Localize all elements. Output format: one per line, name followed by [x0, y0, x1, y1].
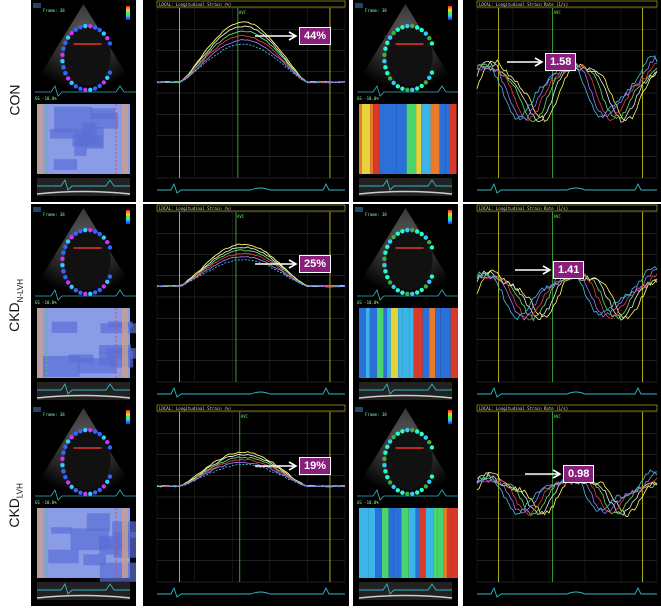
right-arrow-icon	[255, 31, 298, 41]
avc-label: AVC	[236, 214, 245, 219]
strain-curve-graphic	[156, 0, 346, 194]
avc-label: AVC	[238, 10, 247, 15]
strain-rate-value-badge: 0.98	[563, 465, 595, 483]
avc-label: AVC	[553, 414, 561, 419]
strain-rate-curve-row-2: LOCAL: Longitudinal Strain Rate (1/s) AVC…	[463, 404, 661, 606]
gs-label: GS -10.0%	[357, 300, 379, 305]
strain-value-badge: 44%	[299, 27, 332, 45]
gs-label: GS -10.0%	[35, 300, 57, 305]
frame-label: Frame: 38	[365, 212, 387, 217]
echo-graphic	[33, 407, 136, 600]
frame-label: Frame: 38	[365, 8, 387, 13]
strain-curve-graphic	[156, 404, 346, 598]
strain-curve-row-2: LOCAL: Longitudinal Strain (%) AVC 19%	[143, 404, 349, 606]
echo-rate-row-0: Frame: 38 GS -10.0%	[353, 0, 458, 202]
row-label-ckd-nlvh: CKDN-LVH	[5, 278, 25, 332]
echo-strain-row-0: Frame: 38 GS -10.0%	[31, 0, 136, 202]
strain-curve-row-0: LOCAL: Longitudinal Strain (%) AVC 44%	[143, 0, 349, 202]
strain-rate-curve-graphic	[476, 0, 658, 194]
panel-header: LOCAL: Longitudinal Strain (%)	[159, 406, 232, 411]
right-arrow-icon	[515, 265, 552, 275]
right-arrow-icon	[507, 57, 544, 67]
echo-graphic	[355, 3, 458, 196]
strain-value-badge: 19%	[299, 457, 332, 475]
echo-graphic	[355, 207, 458, 400]
echo-graphic	[33, 3, 136, 196]
row-label-con: CON	[7, 84, 23, 116]
echo-rate-row-1: Frame: 38 GS -10.0%	[353, 204, 458, 406]
avc-label: AVC	[553, 10, 561, 15]
gs-label: GS -10.0%	[35, 500, 57, 505]
echo-strain-row-1: Frame: 38 GS -10.0%	[31, 204, 136, 406]
panel-header: LOCAL: Longitudinal Strain Rate (1/s)	[479, 406, 569, 411]
right-arrow-icon	[255, 461, 298, 471]
panel-header: LOCAL: Longitudinal Strain (%)	[159, 2, 232, 7]
strain-rate-curve-graphic	[476, 204, 658, 398]
strain-rate-curve-graphic	[476, 404, 658, 598]
strain-curve-graphic	[156, 204, 346, 398]
frame-label: Frame: 38	[43, 8, 65, 13]
echo-graphic	[33, 207, 136, 400]
strain-rate-curve-row-0: LOCAL: Longitudinal Strain Rate (1/s) AVC…	[463, 0, 661, 202]
echo-graphic	[355, 407, 458, 600]
avc-label: AVC	[553, 214, 561, 219]
frame-label: Frame: 38	[43, 212, 65, 217]
frame-label: Frame: 38	[43, 412, 65, 417]
gs-label: GS -10.0%	[357, 96, 379, 101]
panel-header: LOCAL: Longitudinal Strain Rate (1/s)	[479, 2, 569, 7]
avc-label: AVC	[240, 414, 248, 419]
echo-rate-row-2: Frame: 38 GS -10.0%	[353, 404, 458, 606]
strain-curve-row-1: LOCAL: Longitudinal Strain (%) AVC 25%	[143, 204, 349, 406]
strain-value-badge: 25%	[299, 255, 332, 273]
right-arrow-icon	[255, 259, 298, 269]
strain-rate-value-badge: 1.41	[553, 261, 585, 279]
echo-strain-row-2: Frame: 38 GS -10.0%	[31, 404, 136, 606]
frame-label: Frame: 38	[365, 412, 387, 417]
gs-label: GS -10.0%	[357, 500, 379, 505]
right-arrow-icon	[525, 469, 562, 479]
strain-rate-curve-row-1: LOCAL: Longitudinal Strain Rate (1/s) AVC…	[463, 204, 661, 406]
strain-rate-value-badge: 1.58	[545, 53, 577, 71]
panel-header: LOCAL: Longitudinal Strain (%)	[159, 206, 232, 211]
panel-header: LOCAL: Longitudinal Strain Rate (1/s)	[479, 206, 569, 211]
row-label-ckd-lvh: CKDLVH	[5, 482, 25, 528]
gs-label: GS -10.0%	[35, 96, 57, 101]
